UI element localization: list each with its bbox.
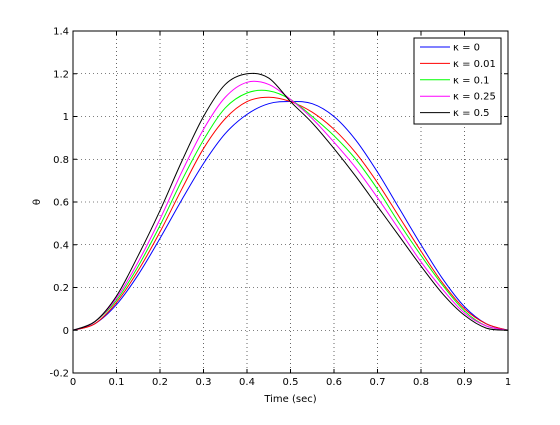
legend-entry: κ = 0 [453, 43, 480, 54]
y-tick-label: 1 [63, 112, 69, 123]
legend-box [413, 37, 502, 125]
legend-entry: κ = 0.5 [453, 108, 490, 119]
y-axis-label: θ [32, 199, 43, 205]
legend-entry: κ = 0.25 [453, 92, 496, 103]
x-tick-label: 0.3 [196, 377, 212, 388]
x-tick-label: 0 [70, 377, 76, 388]
y-tick-label: 1.4 [53, 27, 69, 38]
legend-entry: κ = 0.01 [453, 59, 496, 70]
legend: κ = 0 κ = 0.01 κ = 0.1 κ = 0.25 κ = 0.5 [413, 37, 502, 125]
series-lines [72, 72, 509, 331]
x-tick-label: 0.7 [370, 377, 386, 388]
y-tick-label: 0.2 [53, 283, 69, 294]
x-axis-label: Time (sec) [263, 394, 316, 405]
series-line [72, 72, 509, 331]
y-tick-label: 0.4 [53, 240, 69, 251]
y-axis-ticks: -0.2 0 0.2 0.4 0.6 0.8 1 1.2 1.4 [49, 27, 508, 380]
y-tick-label: 0.6 [53, 198, 69, 209]
x-tick-label: 0.8 [413, 377, 429, 388]
x-tick-label: 0.2 [152, 377, 168, 388]
x-tick-label: 0.5 [283, 377, 299, 388]
x-axis-ticks: 0 0.1 0.2 0.3 0.4 0.5 0.6 0.7 0.8 0.9 1 [70, 31, 511, 388]
y-tick-label: -0.2 [49, 369, 69, 380]
series-line [72, 80, 509, 331]
x-tick-label: 0.6 [326, 377, 342, 388]
y-tick-label: 1.2 [53, 69, 69, 80]
x-tick-label: 0.4 [239, 377, 255, 388]
x-tick-label: 0.1 [109, 377, 125, 388]
x-tick-label: 0.9 [457, 377, 473, 388]
y-tick-label: 0.8 [53, 155, 69, 166]
x-tick-label: 1 [505, 377, 511, 388]
legend-entry: κ = 0.1 [453, 75, 490, 86]
y-tick-label: 0 [63, 326, 69, 337]
